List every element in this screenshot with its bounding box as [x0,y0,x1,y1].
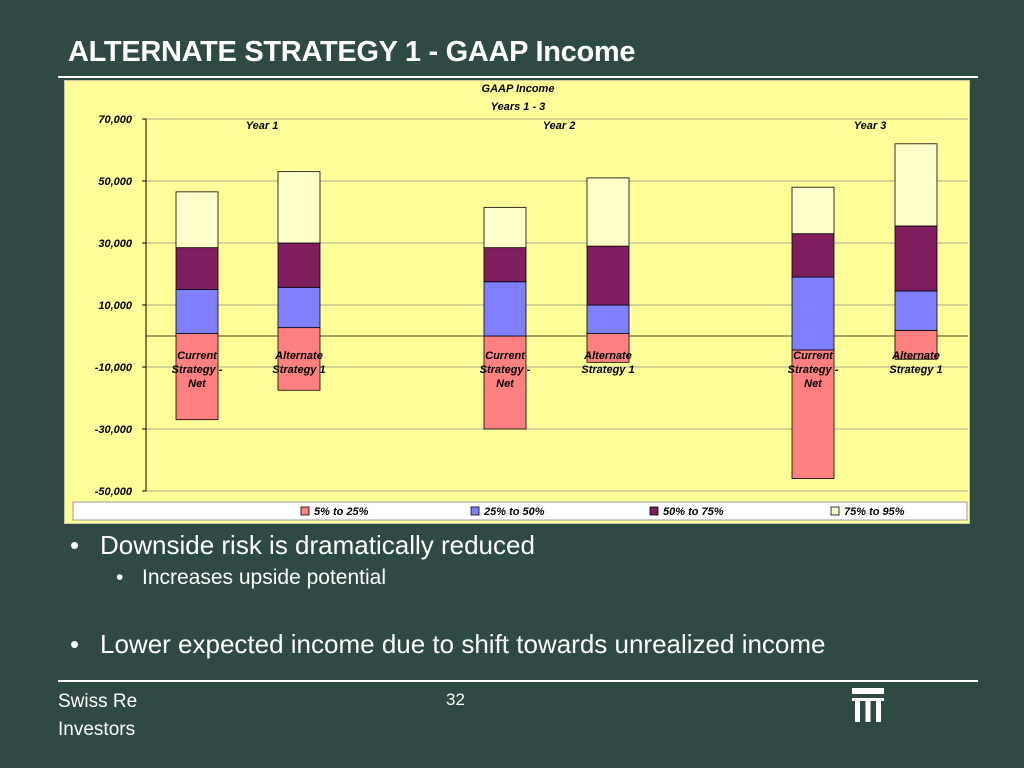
legend-swatch [830,506,840,516]
legend-label: 75% to 95% [844,506,905,518]
bar-segment [277,286,321,329]
bar-segment [894,225,938,292]
x-tick-label: Strategy 1 [889,364,942,376]
footer-company: Swiss Re Investors [58,688,137,744]
bar-segment [277,242,321,288]
y-tick-label: -10,000 [95,362,133,374]
x-tick-label: Current [485,350,526,362]
gaap-income-chart: GAAP Income Years 1 - 3 70,000 50,000 30,0… [72,83,968,521]
y-tick-label: 50,000 [98,176,133,188]
group-label: Year 3 [854,120,887,132]
x-tick-label: Strategy 1 [581,364,634,376]
y-tick-label: -30,000 [95,424,133,436]
y-tick-label: 10,000 [98,300,133,312]
bar-segment [586,245,630,306]
bullet-marker: • [116,566,124,589]
chart-panel: GAAP Income Years 1 - 3 70,000 50,000 30,0… [64,80,970,524]
y-tick-label: 30,000 [98,238,133,250]
bar-segment [894,330,938,360]
x-tick-label: Strategy - [172,364,223,376]
x-tick-label: Net [496,378,515,390]
bullet-text: Lower expected income due to shift towar… [100,629,826,659]
footer-line: Investors [58,719,136,740]
bar-segment [277,171,321,244]
bar-segment [277,327,321,391]
bar-segment [175,247,219,290]
bar-segment [175,191,219,249]
footer-divider [58,680,978,682]
title-divider [58,76,978,78]
x-tick-label: Alternate [891,350,940,362]
bar-segment [791,233,835,278]
bar-segment [586,333,630,363]
y-tick-label: -50,000 [95,486,133,498]
bar-segment [586,304,630,334]
slide-title: ALTERNATE STRATEGY 1 - GAAP Income [68,36,636,68]
legend-swatch [649,506,659,516]
footer-line: Swiss Re [58,691,138,712]
chart-title: GAAP Income [482,83,555,95]
x-tick-label: Alternate [274,350,323,362]
bullet-marker: • [70,629,80,659]
x-tick-label: Current [793,350,834,362]
x-tick-label: Net [188,378,207,390]
bar-segment [894,290,938,331]
group-label: Year 2 [543,120,576,132]
bar-segment [483,335,527,430]
x-tick-label: Alternate [583,350,632,362]
bullet-text: Increases upside potential [142,566,386,589]
bar-segment [175,333,219,421]
bar-segment [894,143,938,227]
legend-swatch [300,506,310,516]
page-number: 32 [446,690,465,709]
bar-segment [483,281,527,337]
bar-segment [175,289,219,334]
swiss-re-logo-icon [852,688,884,722]
bar-segment [791,276,835,351]
x-tick-label: Strategy 1 [272,364,325,376]
chart-subtitle: Years 1 - 3 [491,101,546,113]
legend-label: 25% to 50% [483,506,545,518]
bar-segment [483,206,527,249]
legend [72,501,968,521]
x-tick-label: Strategy - [788,364,839,376]
legend-label: 5% to 25% [314,506,369,518]
y-tick-label: 70,000 [98,114,133,126]
bar-segment [791,349,835,480]
x-tick-label: Current [177,350,218,362]
bar-segment [586,177,630,247]
legend-label: 50% to 75% [663,506,724,518]
legend-swatch [470,506,480,516]
bullet-text: Downside risk is dramatically reduced [100,530,535,560]
bar-segment [791,186,835,235]
x-tick-label: Strategy - [480,364,531,376]
x-tick-label: Net [804,378,823,390]
bullet-marker: • [70,530,80,560]
group-label: Year 1 [246,120,279,132]
bar-segment [483,247,527,283]
